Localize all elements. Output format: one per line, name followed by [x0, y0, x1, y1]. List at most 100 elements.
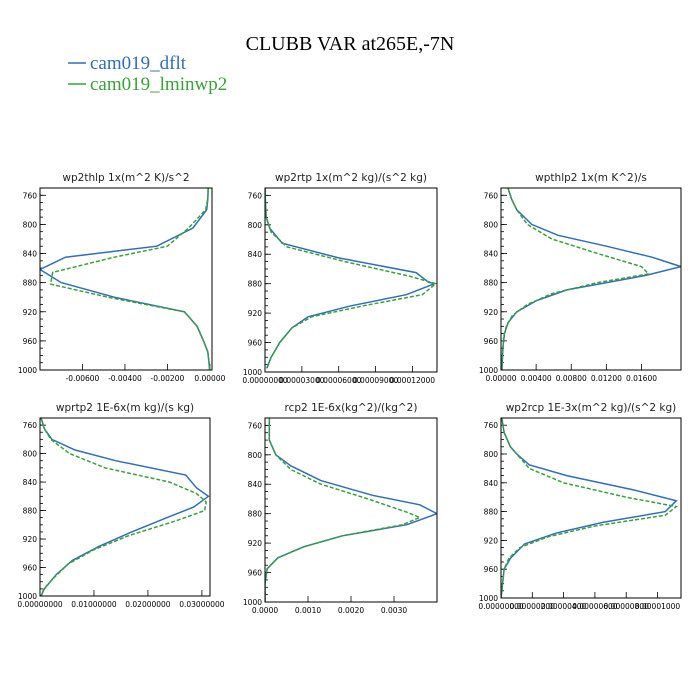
x-tick-label: 0.00000000	[242, 376, 288, 385]
y-tick-label: 840	[484, 250, 499, 259]
x-tick-label: 0.00001000	[635, 602, 681, 611]
y-tick-label: 960	[248, 569, 263, 578]
plot-frame	[500, 187, 682, 371]
y-tick-label: 840	[23, 478, 38, 487]
x-tick-label: -0.00200	[151, 374, 185, 383]
y-tick-label: 800	[23, 220, 38, 229]
y-tick-label: 880	[248, 280, 263, 289]
x-tick-label: 0.02000000	[125, 600, 171, 609]
series-line-dflt	[265, 418, 437, 602]
panel-6: wp2rcp 1E-3x(m^2 kg)/(s^2 kg) 760 800 840 88…	[478, 402, 682, 611]
plot-frame	[264, 417, 438, 603]
panel-4: wprtp2 1E-6x(m kg)/(s kg) 760 800 840 880 920…	[17, 402, 224, 609]
x-tick-label: 0.0010	[295, 606, 321, 615]
x-tick-label: 0.00000	[194, 374, 225, 383]
y-tick-label: 1000	[243, 598, 262, 607]
panel-title: wp2rtp 1x(m^2 kg)/(s^2 kg)	[275, 172, 427, 184]
panel-title: wp2thlp 1x(m^2 K)/s^2	[62, 172, 189, 184]
series-line-dflt	[501, 418, 678, 598]
y-tick-label: 760	[23, 421, 38, 430]
y-tick-label: 760	[484, 421, 499, 430]
panel-title: wpthlp2 1x(m K^2)/s	[535, 172, 647, 184]
x-tick-label: 0.01000000	[71, 600, 117, 609]
legend-label-dflt: cam019_dflt	[90, 53, 187, 74]
y-tick-label: 760	[484, 191, 499, 200]
y-tick-label: 920	[248, 539, 263, 548]
plot-frame	[264, 187, 438, 373]
x-tick-label: 0.0000	[252, 606, 278, 615]
figure-title: CLUBB VAR at265E,-7N	[246, 33, 455, 55]
y-tick-label: 880	[23, 279, 38, 288]
x-tick-label: 0.00000	[485, 374, 516, 383]
panel-title: rcp2 1E-6x(kg^2)/(kg^2)	[285, 402, 418, 414]
y-tick-label: 920	[484, 308, 499, 317]
panel-3: wpthlp2 1x(m K^2)/s 760 800 840 880 920 960 100…	[479, 172, 682, 383]
y-tick-label: 1000	[479, 366, 498, 375]
y-tick-label: 920	[484, 536, 499, 545]
series-line-dflt	[501, 188, 681, 370]
x-tick-label: 0.00000400	[541, 602, 587, 611]
x-tick-label: 0.00000600	[572, 602, 618, 611]
x-tick-label: 0.00009000	[353, 376, 399, 385]
x-tick-label: 0.01600	[626, 374, 657, 383]
y-tick-label: 840	[248, 250, 263, 259]
y-tick-label: 760	[248, 421, 263, 430]
y-tick-label: 880	[484, 508, 499, 517]
y-tick-label: 840	[484, 479, 499, 488]
legend-label-lminwp2: cam019_lminwp2	[90, 74, 227, 95]
y-tick-label: 960	[248, 339, 263, 348]
series-line-lminwp2	[501, 418, 679, 598]
plot-frame	[39, 187, 213, 371]
x-tick-label: 0.00000000	[17, 600, 63, 609]
x-tick-label: 0.00000200	[510, 602, 556, 611]
y-tick-label: 960	[484, 337, 499, 346]
panels: wp2thlp 1x(m^2 K)/s^2 760 800 840 880 920 960 1…	[17, 172, 682, 615]
y-tick-label: 840	[23, 250, 38, 259]
y-tick-label: 800	[248, 451, 263, 460]
y-tick-label: 920	[23, 308, 38, 317]
x-tick-label: 0.0020	[338, 606, 364, 615]
x-tick-label: -0.00600	[66, 374, 100, 383]
series-line-lminwp2	[265, 418, 422, 602]
y-tick-label: 960	[23, 337, 38, 346]
y-tick-label: 880	[484, 279, 499, 288]
series-line-dflt	[40, 418, 210, 596]
x-tick-label: -0.00400	[108, 374, 142, 383]
series-line-lminwp2	[40, 418, 208, 596]
panel-2: wp2rtp 1x(m^2 kg)/(s^2 kg) 760 800 840 880 92…	[242, 172, 438, 385]
y-tick-label: 800	[484, 450, 499, 459]
series-line-lminwp2	[501, 188, 651, 370]
series-line-lminwp2	[49, 188, 211, 370]
y-tick-label: 800	[248, 221, 263, 230]
x-tick-label: 0.01200	[591, 374, 622, 383]
y-tick-label: 800	[484, 220, 499, 229]
x-tick-label: 0.0030	[381, 606, 407, 615]
y-tick-label: 880	[248, 510, 263, 519]
series-line-dflt	[265, 188, 437, 369]
y-tick-label: 1000	[479, 594, 498, 603]
panel-title: wp2rcp 1E-3x(m^2 kg)/(s^2 kg)	[506, 402, 677, 414]
y-tick-label: 880	[23, 507, 38, 516]
x-tick-label: 0.00000800	[604, 602, 650, 611]
y-tick-label: 1000	[243, 368, 262, 377]
y-tick-label: 920	[248, 309, 263, 318]
y-tick-label: 960	[484, 565, 499, 574]
y-tick-label: 960	[23, 564, 38, 573]
x-tick-label: 0.03000000	[179, 600, 225, 609]
plot-frame	[39, 417, 211, 597]
panel-1: wp2thlp 1x(m^2 K)/s^2 760 800 840 880 920 960 1…	[18, 172, 226, 383]
plot-frame	[500, 417, 682, 599]
y-tick-label: 840	[248, 480, 263, 489]
y-tick-label: 760	[248, 191, 263, 200]
series-line-dflt	[40, 188, 211, 370]
x-tick-label: 0.00400	[521, 374, 552, 383]
x-tick-label: 0.00800	[556, 374, 587, 383]
y-tick-label: 800	[23, 450, 38, 459]
y-tick-label: 1000	[18, 592, 37, 601]
x-tick-label: 0.00000000	[478, 602, 524, 611]
panel-5: rcp2 1E-6x(kg^2)/(kg^2) 760 800 840 880 920 96…	[243, 402, 438, 615]
y-tick-label: 920	[23, 535, 38, 544]
legend: cam019_dflt cam019_lminwp2	[68, 53, 227, 95]
y-tick-label: 760	[23, 191, 38, 200]
